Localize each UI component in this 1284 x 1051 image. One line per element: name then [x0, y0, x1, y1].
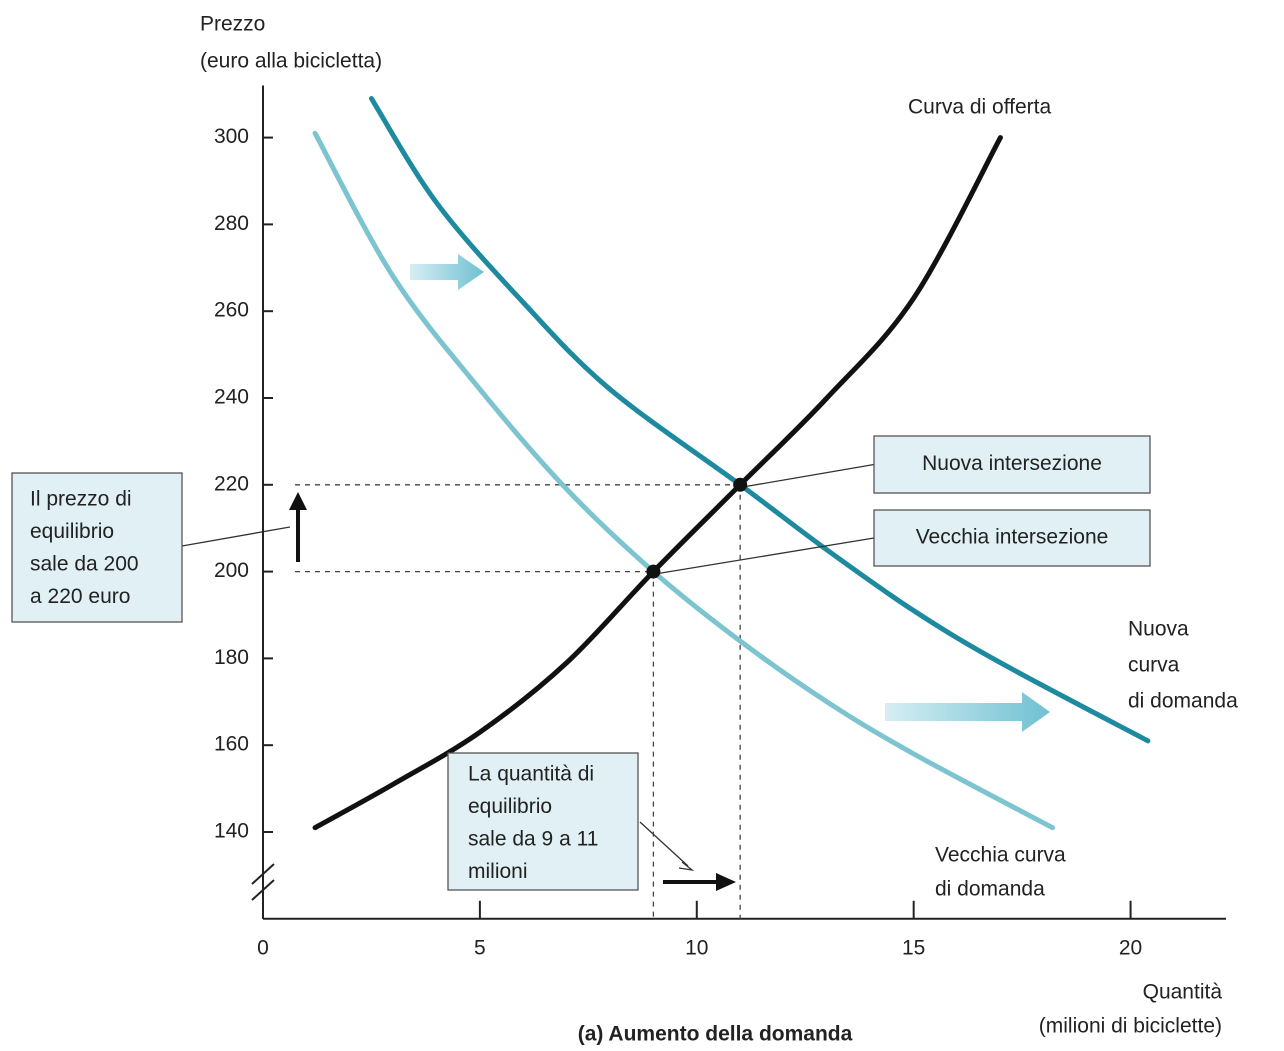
annotation-text: sale da 200 — [30, 553, 139, 576]
y-axis-label: (euro alla bicicletta) — [200, 50, 382, 73]
leader-line — [181, 526, 291, 547]
annotation-text: equilibrio — [30, 520, 114, 543]
chart-title: (a) Aumento della domanda — [578, 1023, 853, 1046]
label-box — [873, 509, 1151, 567]
annotation-box — [11, 472, 183, 623]
x-tick-label: 20 — [1119, 936, 1142, 959]
shift-arrow — [410, 254, 484, 290]
curve-label: Vecchia curva — [935, 844, 1066, 867]
x-axis-label: Quantità — [1143, 981, 1223, 1004]
x-tick-label: 0 — [257, 936, 269, 959]
annotation-text: a 220 euro — [30, 585, 130, 608]
point-label: Vecchia intersezione — [916, 526, 1109, 549]
curve-label: curva — [1128, 654, 1180, 677]
y-tick-label: 200 — [214, 559, 249, 582]
curve-label: di domanda — [1128, 690, 1238, 713]
price-arrow-head — [289, 492, 307, 510]
curve — [312, 135, 1003, 831]
y-tick-label: 300 — [214, 125, 249, 148]
x-tick-label: 10 — [685, 936, 708, 959]
quantity-arrow-head — [716, 873, 736, 891]
y-tick-label: 260 — [214, 299, 249, 322]
leader-line — [657, 537, 875, 575]
curve — [368, 96, 1151, 744]
x-tick-label: 15 — [902, 936, 925, 959]
intersection-point — [646, 564, 661, 579]
y-tick-label: 280 — [214, 212, 249, 235]
curve-label: Nuova — [1128, 618, 1189, 641]
y-tick-label: 220 — [214, 472, 249, 495]
intersection-point — [733, 477, 748, 492]
annotation-text: sale da 9 a 11 — [468, 828, 598, 851]
point-label: Nuova intersezione — [922, 452, 1102, 475]
shift-arrow — [885, 692, 1050, 732]
annotation-text: milioni — [468, 860, 528, 883]
annotation-text: La quantità di — [468, 763, 594, 786]
label-box — [873, 435, 1151, 494]
annotation-box — [447, 752, 639, 891]
y-tick-label: 240 — [214, 386, 249, 409]
x-tick-label: 5 — [474, 936, 486, 959]
leader-line — [744, 463, 875, 488]
leader-arrowhead — [678, 861, 695, 872]
curve-label: di domanda — [935, 878, 1045, 901]
annotation-text: Il prezzo di — [30, 488, 132, 511]
leader-line — [639, 821, 689, 867]
x-axis-label: (milioni di biciclette) — [1039, 1015, 1222, 1038]
curve-label: Curva di offerta — [908, 96, 1052, 119]
y-tick-label: 140 — [214, 820, 249, 843]
annotation-text: equilibrio — [468, 795, 552, 818]
y-tick-label: 180 — [214, 646, 249, 669]
y-axis-label: Prezzo — [200, 13, 265, 36]
y-tick-label: 160 — [214, 733, 249, 756]
